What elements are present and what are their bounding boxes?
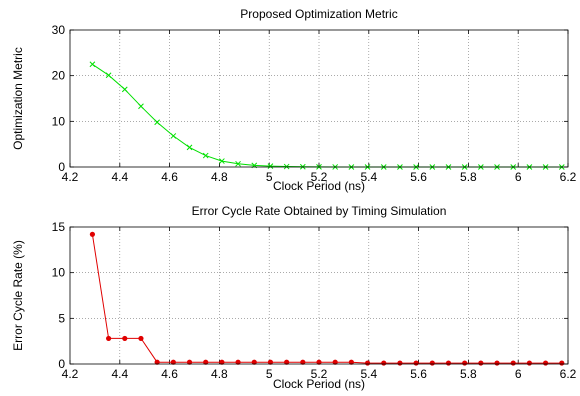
chart-1-data-point <box>122 335 128 342</box>
chart-0-data-point <box>235 160 241 167</box>
chart-1-y-tick-label: 5 <box>58 311 65 325</box>
chart-1-data-point <box>267 359 274 365</box>
chart-0-y-axis-label: Optimization Metric <box>11 47 25 150</box>
chart-1-x-tick-label: 4.2 <box>62 367 79 381</box>
chart-1-data-point <box>300 359 306 365</box>
chart-1-data-point <box>510 360 516 366</box>
chart-1-data-point <box>203 359 209 365</box>
chart-1-x-axis-label: Clock Period (ns) <box>273 377 365 391</box>
chart-0-y-tick-label: 30 <box>52 23 66 37</box>
chart-1-data-point <box>154 359 160 365</box>
chart-1-frame <box>69 226 569 365</box>
chart-0-data-point <box>170 133 177 139</box>
chart-0-x-tick-label: 4.2 <box>62 170 79 184</box>
chart-1-x-tick-label: 5 <box>266 367 273 381</box>
chart-0-x-tick-label: 4.8 <box>211 170 228 184</box>
chart-1-data-point <box>89 231 96 237</box>
chart-0-data-point <box>89 61 96 68</box>
chart-1-data-point <box>348 359 354 365</box>
chart-0-x-tick-label: 5.6 <box>410 170 427 184</box>
chart-1-data-point <box>526 360 533 366</box>
chart-0-data-point <box>202 152 209 159</box>
chart-1-data-point <box>138 335 144 342</box>
chart-0-x-tick-label: 5.4 <box>360 170 377 184</box>
chart-1-x-tick-label: 5.6 <box>410 367 427 381</box>
chart-0-x-tick-label: 6.2 <box>560 170 577 184</box>
chart-0-data-point <box>267 163 274 169</box>
chart-1-title: Error Cycle Rate Obtained by Timing Simu… <box>192 204 447 218</box>
chart-0-title: Proposed Optimization Metric <box>240 7 397 21</box>
chart-1-x-tick-label: 6 <box>515 367 522 381</box>
chart-0-data-point <box>138 103 144 110</box>
chart-1-data-point <box>186 359 193 365</box>
chart-0-x-tick-label: 5.8 <box>460 170 477 184</box>
chart-1-y-axis-label: Error Cycle Rate (%) <box>11 240 25 351</box>
chart-1-data-point <box>235 359 241 365</box>
chart-1-x-tick-label: 4.8 <box>211 367 228 381</box>
chart-0-x-tick-label: 5 <box>266 170 273 184</box>
chart-1-y-tick-label: 15 <box>52 220 66 234</box>
chart-1-data-point <box>170 359 176 365</box>
chart-1-data-point <box>364 360 371 366</box>
chart-1-data-point <box>105 335 112 342</box>
chart-1-data-point <box>542 360 549 366</box>
chart-0-y-tick-label: 20 <box>52 69 66 83</box>
chart-0-frame <box>69 29 569 168</box>
chart-1-data-point <box>332 359 338 365</box>
chart-1-data-point <box>381 360 387 366</box>
chart-1-x-tick-label: 5.2 <box>311 367 328 381</box>
chart-0-data-point <box>105 72 112 79</box>
chart-1-x-tick-label: 6.2 <box>560 367 577 381</box>
chart-0-data-point <box>186 144 193 151</box>
chart-1-y-tick-label: 10 <box>52 266 66 280</box>
chart-1-x-tick-label: 4.4 <box>111 367 128 381</box>
chart-1-data-point <box>413 360 419 366</box>
chart-1-data-point <box>251 359 257 365</box>
chart-1-data-point <box>397 360 403 366</box>
chart-0-data-point <box>121 86 128 93</box>
chart-0-y-tick-label: 10 <box>52 114 66 128</box>
chart-1-data-point <box>494 360 500 366</box>
chart-1-data-point <box>559 360 565 366</box>
chart-0-y-tick-label: 0 <box>58 160 65 174</box>
chart-0-x-tick-label: 5.2 <box>311 170 328 184</box>
chart-1-data-point <box>316 359 322 365</box>
chart-0-plot-area <box>70 30 568 167</box>
chart-1-x-tick-label: 4.6 <box>161 367 178 381</box>
chart-1-x-tick-label: 5.4 <box>360 367 377 381</box>
chart-1-x-tick-label: 5.8 <box>460 367 477 381</box>
chart-1-data-point <box>284 359 290 365</box>
error-rate-panel: 4.2 4.4 4.6 4.8 5 5.2 5.4 5.6 5.8 6 6.2 0 5 10 15 Error… <box>11 204 577 391</box>
chart-0-data-point <box>219 158 225 164</box>
chart-0-x-tick-label: 4.4 <box>111 170 128 184</box>
chart-1-data-point <box>219 359 225 365</box>
chart-0-x-tick-label: 6 <box>515 170 522 184</box>
chart-0-data-point <box>154 119 161 126</box>
chart-1-series-line <box>91 234 562 364</box>
chart-1-data-point <box>445 360 452 366</box>
chart-1-data-point <box>478 360 484 366</box>
chart-1-data-point <box>462 360 468 366</box>
chart-0-data-point <box>283 163 290 170</box>
chart-1-data-point <box>429 360 435 366</box>
metric-panel: 4.2 4.4 4.6 4.8 5 5.2 5.4 5.6 5.8 6 6.2 0 10 20 30 Prop… <box>11 7 577 193</box>
chart-1-y-tick-label: 0 <box>58 357 65 371</box>
chart-0-x-axis-label: Clock Period (ns) <box>273 179 365 193</box>
chart-0-x-tick-label: 4.6 <box>161 170 178 184</box>
